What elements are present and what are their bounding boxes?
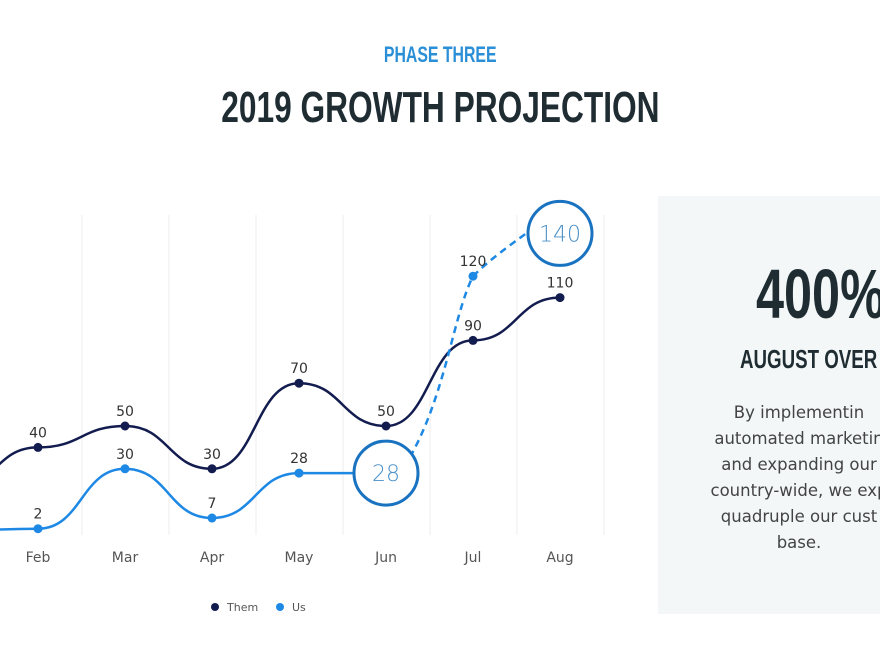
data-label-them: 30 [203,447,221,463]
data-point-them [207,464,217,474]
highlight-circle [526,199,594,267]
stat-value: 400% [756,255,880,333]
description-line: automated marketin [714,429,880,448]
stat-panel: 400% AUGUST OVER JU By implementin automa… [658,196,880,614]
description-line: base. [776,533,822,552]
x-tick-label: Jun [374,550,397,566]
page-title: 2019 GROWTH PROJECTION [0,82,880,133]
legend-label: Them [226,601,258,614]
data-point-us [120,464,130,474]
data-point-us [33,524,43,534]
highlight-circle [352,439,420,507]
data-label-them: 70 [290,361,308,377]
stat-description: By implementin automated marketin and expa… [658,400,880,556]
highlight-value: 140 [539,222,581,247]
data-label-us: 30 [116,447,134,463]
data-label-them: 40 [29,425,47,441]
description-line: quadruple our cust [720,507,878,526]
data-label-us: 28 [290,451,308,467]
kicker-text: PHASE THREE [383,42,497,67]
series-line-us [0,467,386,531]
description-line: country-wide, we exp [710,481,880,500]
data-point-them [120,421,130,431]
data-point-them [381,421,391,431]
x-tick-label: Aug [546,550,573,566]
x-tick-label: Feb [26,550,51,566]
title-text: 2019 GROWTH PROJECTION [220,83,660,132]
legend-label: Us [292,601,306,614]
x-tick-label: Jul [464,550,482,566]
data-label-them: 90 [464,318,482,334]
line-chart: 40 50 30 70 50 90 110 2 30 7 28 28 120 140 Feb Mar Apr Ma… [0,199,605,614]
stat-subtitle: AUGUST OVER JU [740,344,880,374]
kicker: PHASE THREE [0,42,880,68]
data-point-them [555,293,565,303]
series-line-them [0,296,561,471]
x-tick-label: Mar [112,550,139,566]
data-label-us: 2 [34,507,43,523]
highlight-value: 28 [372,462,400,487]
data-point-us [468,271,478,281]
data-label-them: 50 [377,404,395,420]
description-line: and expanding our [721,455,877,474]
legend-marker [276,603,284,611]
data-label-us: 120 [460,254,487,270]
data-point-them [33,442,43,452]
legend-marker [211,603,219,611]
data-point-us [207,513,217,523]
description-line: By implementin [733,403,865,422]
x-tick-label: Apr [200,550,224,566]
data-point-us [294,468,304,478]
data-point-them [294,378,304,388]
data-label-us: 7 [208,496,217,512]
data-label-them: 50 [116,404,134,420]
data-label-them: 110 [547,276,574,292]
series-line-us-projected [408,232,527,458]
data-point-them [468,335,478,345]
x-tick-label: May [285,550,314,566]
